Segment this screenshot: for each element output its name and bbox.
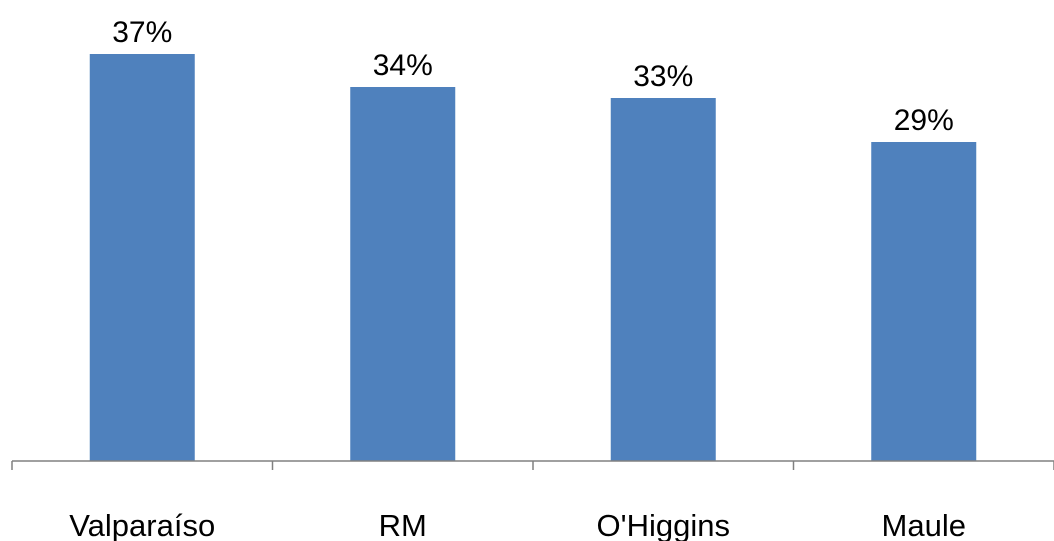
data-label: 34%	[373, 49, 433, 82]
category-label: O'Higgins	[597, 508, 730, 541]
data-label: 33%	[633, 60, 693, 93]
category-label: Maule	[882, 508, 966, 541]
bar-3	[871, 142, 977, 461]
data-labels-layer: 37% 34% 33% 29%	[112, 16, 954, 137]
bar-0	[89, 54, 195, 461]
category-label: RM	[379, 508, 427, 541]
category-labels-layer: Valparaíso RM O'Higgins Maule	[69, 508, 966, 541]
category-label: Valparaíso	[69, 508, 215, 541]
bar-2	[610, 98, 716, 461]
bars-layer	[89, 54, 977, 461]
x-axis	[11, 460, 1054, 470]
data-label: 37%	[112, 16, 172, 49]
bar-1	[350, 87, 456, 461]
data-label: 29%	[894, 104, 954, 137]
